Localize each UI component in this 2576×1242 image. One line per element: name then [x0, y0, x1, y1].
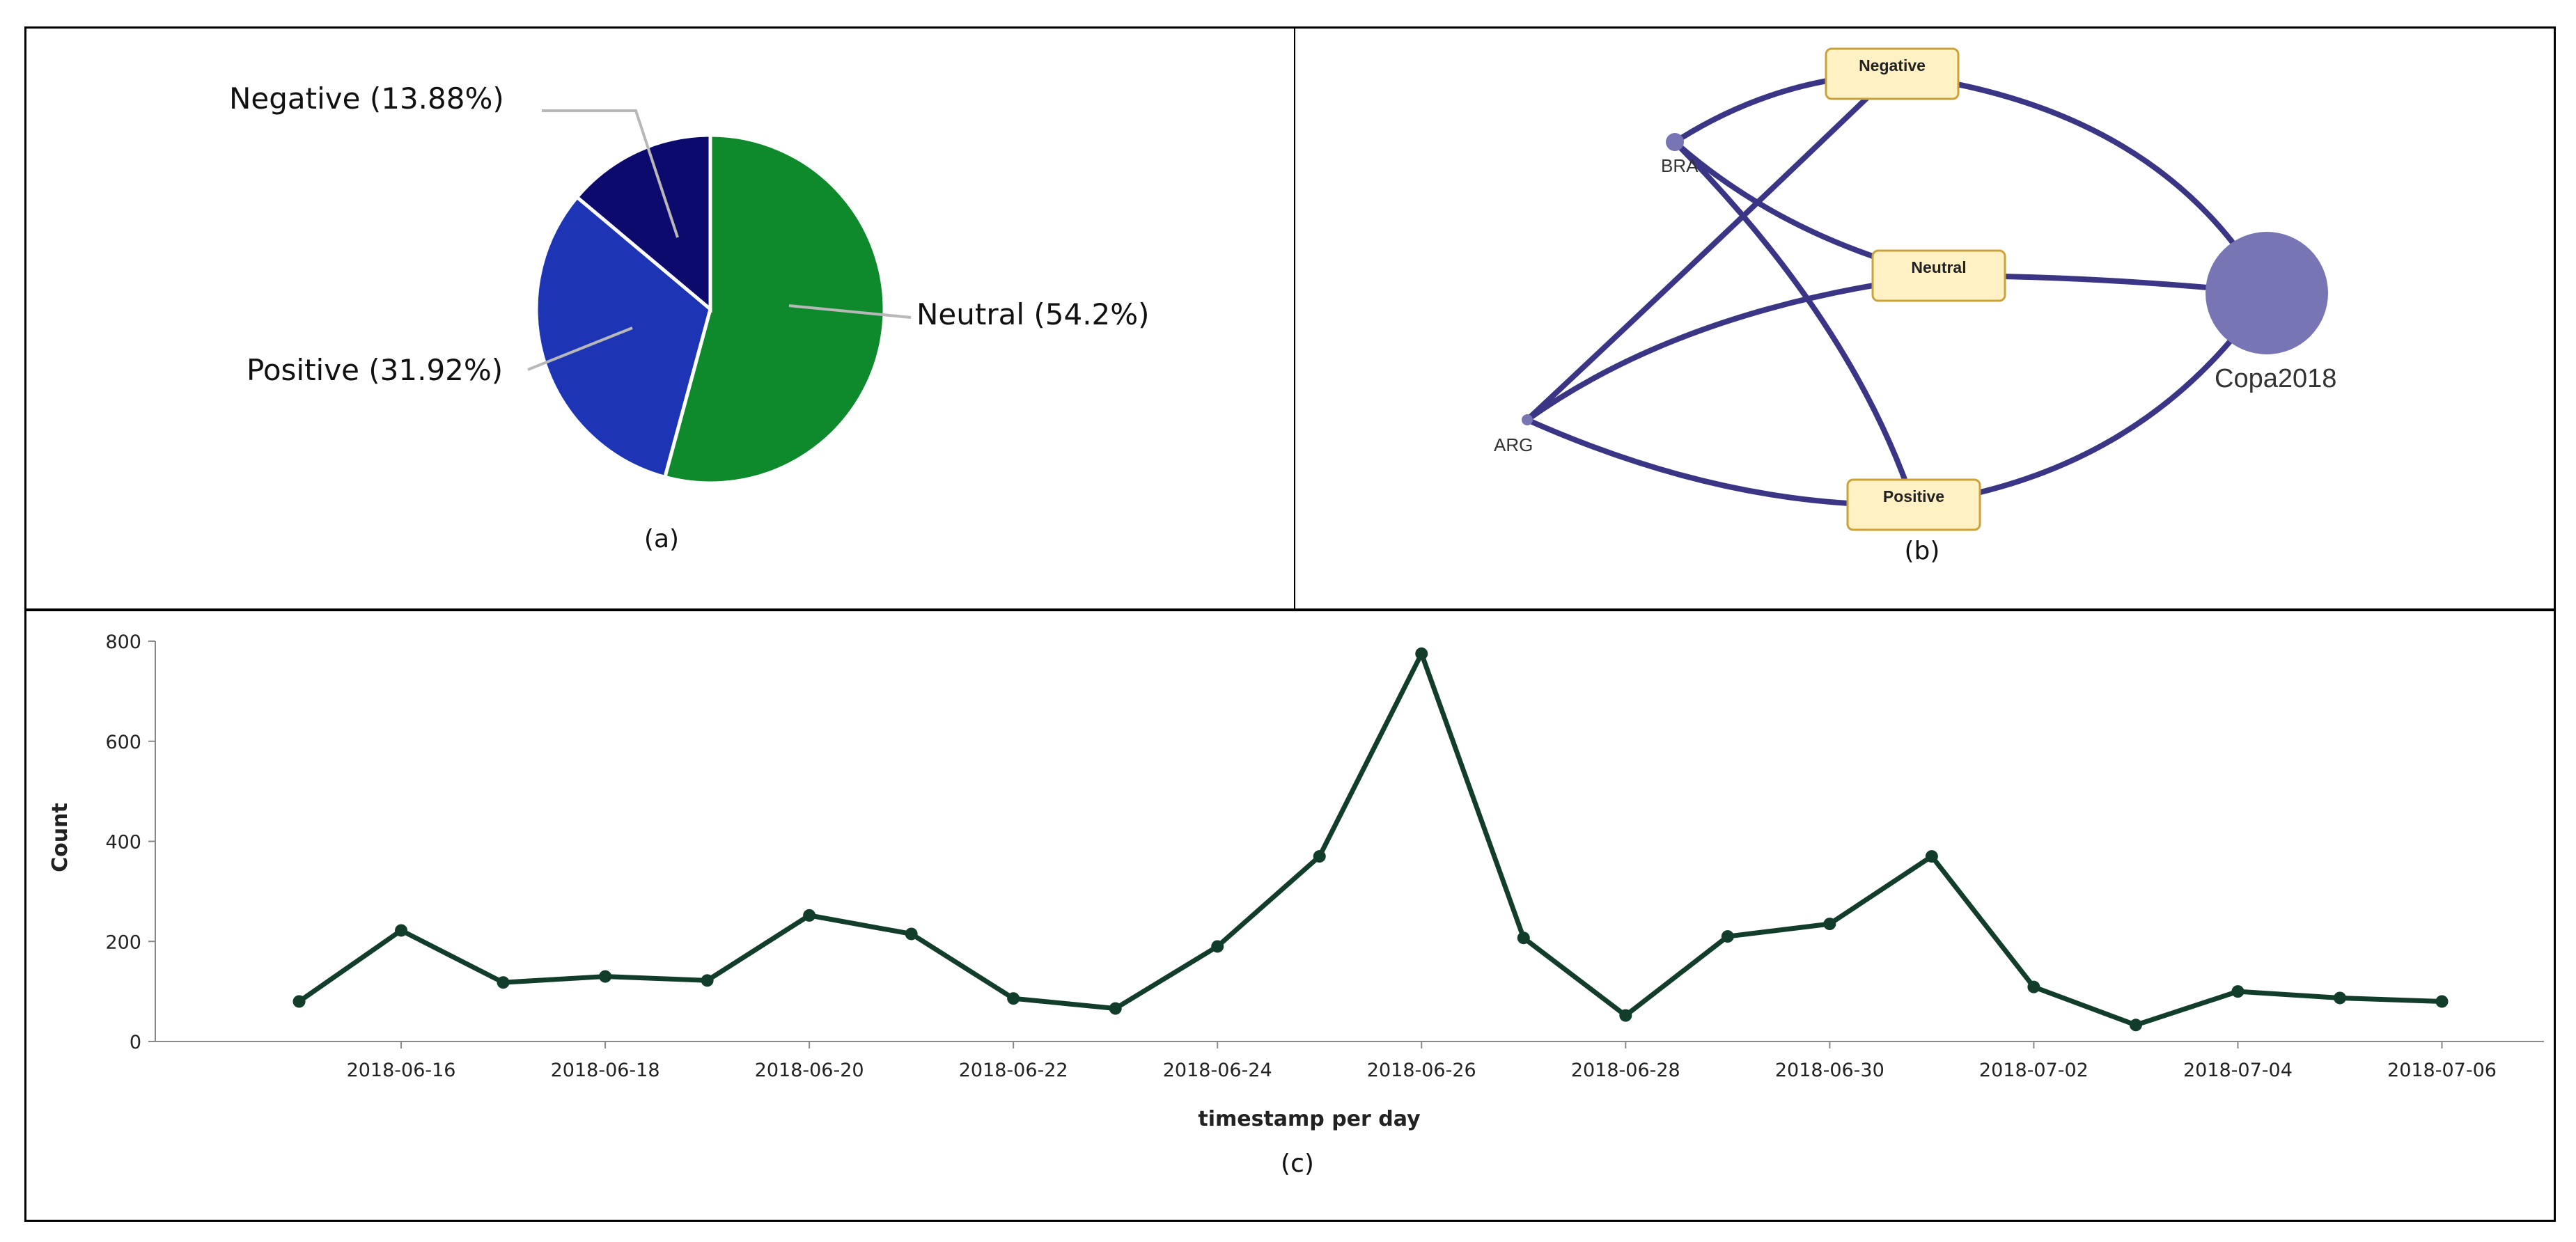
data-point-2018-06-18 [599, 970, 611, 983]
x-tick-label: 2018-07-02 [1979, 1060, 2089, 1081]
data-point-2018-06-26 [1415, 647, 1428, 660]
sentiment-box-label-neutral: Neutral [1911, 258, 1966, 276]
node-bra [1666, 133, 1684, 151]
pie-label-negative: Negative (13.88%) [229, 81, 504, 116]
x-tick-label: 2018-07-04 [2183, 1060, 2293, 1081]
data-point-2018-06-27 [1517, 931, 1530, 944]
data-point-2018-06-25 [1313, 850, 1326, 863]
data-point-2018-06-30 [1823, 918, 1836, 930]
caption-b: (b) [1905, 537, 1940, 565]
x-tick-label: 2018-06-30 [1775, 1060, 1884, 1081]
data-point-2018-06-20 [803, 909, 815, 922]
data-point-2018-07-05 [2334, 991, 2346, 1004]
node-label-arg: ARG [1494, 434, 1533, 455]
x-tick-label: 2018-06-28 [1571, 1060, 1680, 1081]
node-arg [1522, 414, 1533, 425]
data-point-2018-07-02 [2027, 981, 2040, 993]
data-point-2018-06-15 [293, 996, 306, 1008]
y-tick-label: 0 [130, 1032, 141, 1053]
caption-a: (a) [644, 525, 679, 553]
data-point-2018-07-04 [2231, 985, 2244, 998]
edge-bra-positive [1675, 142, 1914, 505]
data-point-2018-06-21 [905, 927, 918, 940]
data-point-2018-07-06 [2435, 996, 2448, 1008]
x-tick-label: 2018-06-24 [1163, 1060, 1272, 1081]
line-chart-panel: 0 200 400 600 800 2018-06-16 2018-06-18 2018-06… [24, 609, 2556, 1222]
x-tick-label: 2018-06-20 [755, 1060, 864, 1081]
data-point-2018-06-24 [1211, 940, 1224, 952]
x-tick-label: 2018-06-16 [347, 1060, 456, 1081]
y-tick-label: 600 [105, 732, 141, 753]
sentiment-pie-chart: Neutral (54.2%) Positive (31.92%) Negative… [26, 29, 1297, 613]
count-series-line [299, 654, 2442, 1025]
edge-arg-negative [1527, 74, 1892, 420]
data-point-2018-07-01 [1926, 850, 1938, 863]
pie-label-neutral: Neutral (54.2%) [916, 297, 1150, 331]
pie-label-positive: Positive (31.92%) [247, 353, 503, 387]
node-label-bra: BRA [1661, 155, 1699, 176]
caption-c: (c) [1281, 1149, 1314, 1178]
x-tick-label: 2018-06-18 [551, 1060, 660, 1081]
daily-count-line-chart: 0 200 400 600 800 2018-06-16 2018-06-18 2018-06… [26, 611, 2558, 1224]
data-point-2018-06-23 [1109, 1003, 1122, 1015]
data-point-2018-06-19 [701, 974, 714, 986]
data-point-2018-06-16 [395, 924, 407, 936]
x-tick-label: 2018-06-26 [1367, 1060, 1476, 1081]
sentiment-network-graph: BRA ARG Copa2018 Negative Neutral Positive (b… [1295, 29, 2557, 613]
node-copa2018 [2206, 232, 2328, 354]
y-tick-label: 800 [105, 631, 141, 653]
edge-positive-copa2018 [1914, 293, 2267, 505]
y-tick-label: 400 [105, 832, 141, 854]
data-point-2018-06-28 [1619, 1009, 1632, 1022]
y-axis-title: Count [48, 803, 72, 872]
data-point-2018-06-22 [1007, 992, 1020, 1005]
x-tick-label: 2018-06-22 [959, 1060, 1068, 1081]
data-point-2018-06-29 [1722, 930, 1734, 943]
sentiment-box-label-positive: Positive [1883, 487, 1944, 505]
y-tick-label: 200 [105, 931, 141, 953]
x-axis-title: timestamp per day [1198, 1107, 1421, 1131]
node-label-copa2018: Copa2018 [2215, 364, 2336, 393]
data-point-2018-07-03 [2130, 1019, 2142, 1031]
x-tick-label: 2018-07-06 [2387, 1060, 2497, 1081]
sentiment-box-label-negative: Negative [1859, 56, 1926, 74]
network-graph-panel: BRA ARG Copa2018 Negative Neutral Positive (b… [1294, 26, 2556, 611]
pie-chart-panel: Neutral (54.2%) Positive (31.92%) Negative… [24, 26, 1295, 611]
data-point-2018-06-17 [497, 976, 510, 989]
